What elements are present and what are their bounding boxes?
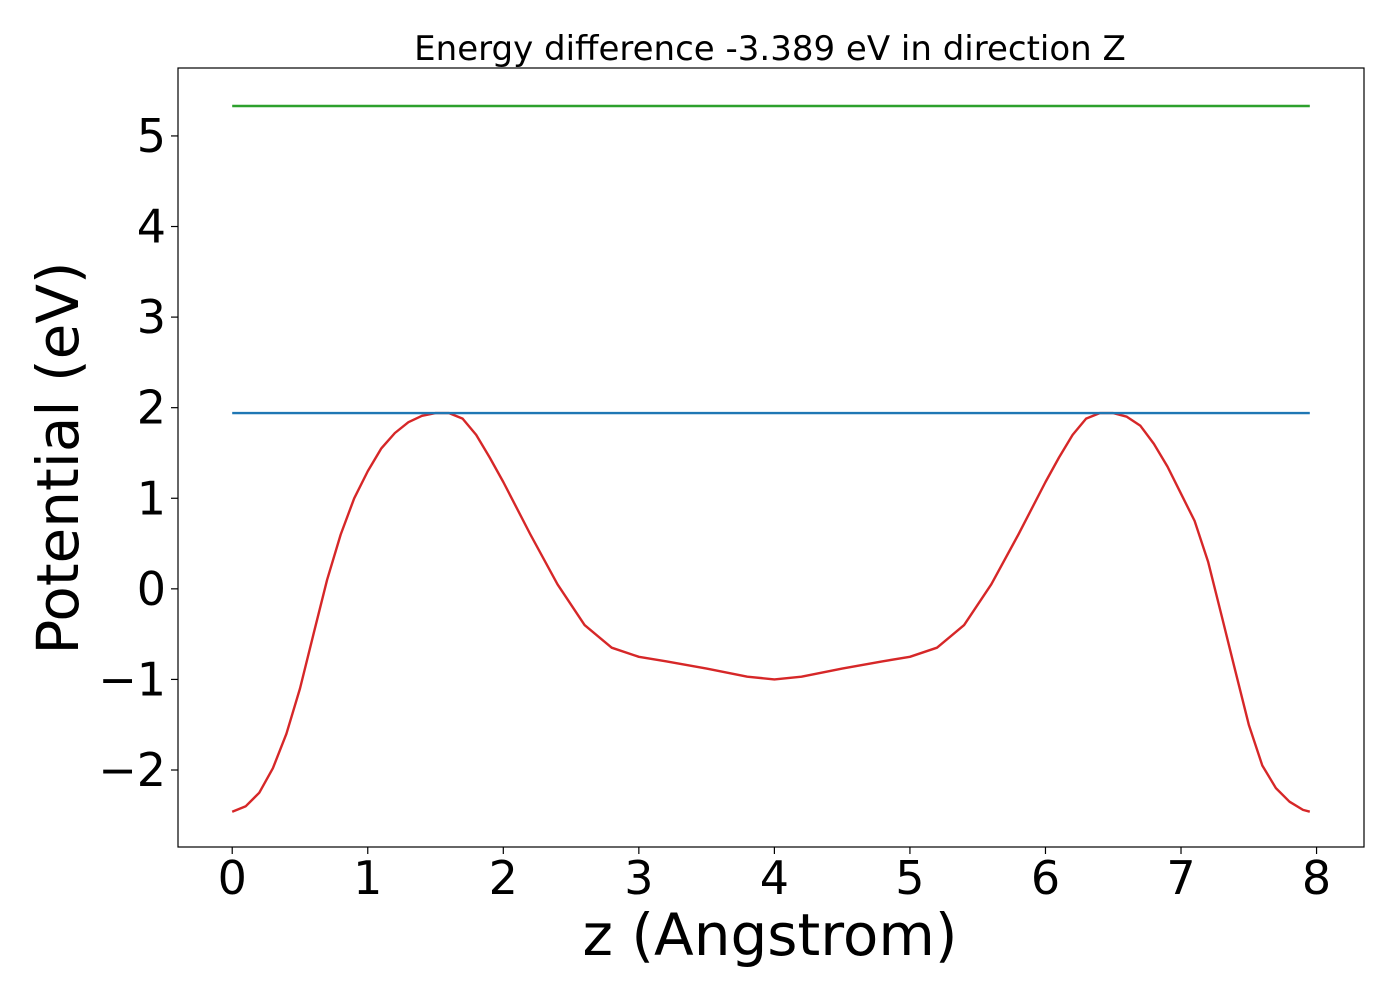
x-tick-label: 5 — [895, 851, 924, 905]
x-tick-label: 8 — [1302, 851, 1331, 905]
x-tick-label: 3 — [624, 851, 653, 905]
x-tick-label: 6 — [1031, 851, 1060, 905]
y-tick-label: 5 — [137, 109, 166, 163]
y-tick-label: −1 — [98, 652, 166, 706]
y-tick-label: 4 — [137, 200, 166, 254]
y-tick-label: 2 — [137, 381, 166, 435]
series-layer — [231, 104, 1311, 813]
y-tick-label: 1 — [137, 471, 166, 525]
series-line-0 — [231, 411, 1311, 813]
x-axis-label: z (Angstrom) — [583, 901, 958, 969]
x-tick-label: 0 — [218, 851, 247, 905]
y-tick-label: 0 — [137, 562, 166, 616]
x-tick-label: 2 — [489, 851, 518, 905]
y-tick-label: 3 — [137, 290, 166, 344]
y-tick-label: −2 — [98, 743, 166, 797]
x-tick-label: 7 — [1166, 851, 1195, 905]
x-axis-ticks: 0 1 2 3 4 5 6 7 8 — [218, 847, 1331, 905]
y-axis-label: Potential (eV) — [24, 261, 92, 654]
y-axis-ticks: −2 −1 0 1 2 3 4 5 — [98, 109, 178, 797]
x-tick-label: 4 — [760, 851, 789, 905]
x-tick-label: 1 — [353, 851, 382, 905]
chart-title: Energy difference -3.389 eV in direction… — [414, 29, 1126, 69]
plot-frame — [177, 67, 1365, 848]
